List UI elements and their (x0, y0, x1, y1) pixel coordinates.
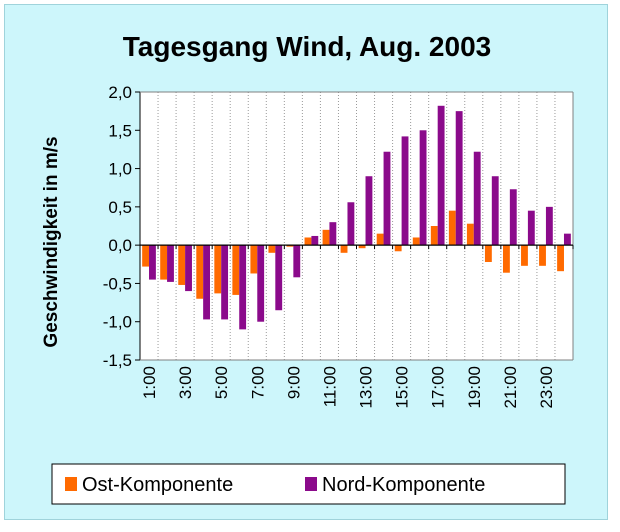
bar-ost-12 (340, 245, 348, 253)
bar-nord-9 (293, 245, 301, 278)
bar-nord-18 (455, 111, 463, 246)
x-tick-label: 3:00 (176, 366, 195, 399)
x-tick-label: 5:00 (212, 366, 231, 399)
x-tick-label: 19:00 (465, 366, 484, 409)
bar-nord-20 (491, 176, 499, 246)
x-tick-label: 7:00 (248, 366, 267, 399)
bar-nord-4 (203, 245, 211, 320)
y-tick-label: 1,0 (108, 160, 132, 179)
bar-nord-11 (329, 222, 337, 246)
x-tick-label: 13:00 (357, 366, 376, 409)
bar-nord-2 (167, 245, 174, 282)
bar-ost-20 (484, 245, 492, 262)
bar-ost-10 (304, 237, 312, 246)
bar-ost-24 (557, 245, 564, 272)
x-tick-label: 1:00 (140, 366, 159, 399)
chart-svg: Tagesgang Wind, Aug. 2003 Geschwindigkei… (41, 31, 574, 505)
x-tick-label: 9:00 (284, 366, 303, 399)
y-tick-label: 0,5 (108, 198, 132, 217)
bar-nord-22 (527, 210, 535, 246)
legend-swatch-ost (65, 477, 77, 491)
bar-nord-5 (221, 245, 229, 320)
bar-ost-11 (322, 229, 330, 246)
bar-nord-15 (401, 136, 409, 246)
bar-nord-12 (347, 202, 355, 246)
bar-ost-21 (502, 245, 510, 273)
bar-ost-1 (142, 245, 150, 267)
bar-ost-16 (412, 237, 420, 246)
x-tick-label: 21:00 (501, 366, 520, 409)
plot-background (140, 92, 573, 360)
bar-nord-14 (383, 151, 391, 246)
y-tick-label: -1,5 (103, 351, 132, 370)
chart-title: Tagesgang Wind, Aug. 2003 (123, 31, 491, 62)
legend: Ost-Komponente Nord-Komponente (51, 463, 566, 505)
plot-area: 2,0 1,5 1,0 0,5 0,0 -0,5 -1,0 -1,5 1:00 3:00 5:00 7… (103, 83, 574, 409)
bar-nord-17 (437, 105, 445, 246)
bar-nord-13 (365, 176, 373, 246)
y-axis-label: Geschwindigkeit in m/s (41, 136, 62, 347)
bar-nord-7 (257, 245, 265, 322)
y-tick-label: -0,5 (103, 274, 132, 293)
bar-ost-23 (539, 245, 546, 266)
legend-entry-nord: Nord-Komponente (322, 474, 485, 496)
bar-nord-21 (509, 189, 517, 246)
bar-ost-22 (521, 245, 528, 266)
legend-entry-ost: Ost-Komponente (82, 474, 233, 496)
bar-nord-19 (473, 151, 481, 246)
bar-nord-24 (563, 233, 571, 246)
bar-ost-6 (232, 245, 240, 295)
x-tick-label: 17:00 (429, 366, 448, 409)
bar-nord-6 (239, 245, 247, 330)
bar-ost-2 (160, 245, 168, 280)
x-tick-label: 23:00 (537, 366, 556, 409)
bar-ost-9 (286, 245, 294, 247)
bar-nord-3 (185, 245, 192, 292)
bar-ost-19 (466, 223, 474, 246)
y-tick-label: 2,0 (108, 83, 132, 102)
bar-ost-4 (196, 245, 204, 299)
bar-ost-7 (250, 245, 258, 274)
bar-ost-5 (214, 245, 222, 294)
bar-nord-10 (311, 235, 319, 246)
y-tick-label: 1,5 (108, 121, 132, 140)
x-tick-label: 15:00 (393, 366, 412, 409)
bar-ost-15 (394, 245, 402, 252)
bar-ost-14 (376, 233, 384, 246)
legend-swatch-nord (305, 477, 317, 491)
bar-nord-8 (275, 245, 283, 311)
chart-frame: Tagesgang Wind, Aug. 2003 Geschwindigkei… (4, 4, 608, 520)
bar-nord-1 (149, 245, 156, 280)
y-tick-label: -1,0 (103, 313, 132, 332)
y-tick-label: 0,0 (108, 236, 132, 255)
bar-ost-3 (178, 245, 186, 285)
bar-nord-16 (419, 130, 427, 246)
bar-ost-13 (358, 245, 366, 249)
bar-nord-23 (545, 206, 553, 246)
bar-ost-8 (268, 245, 276, 253)
bar-ost-18 (448, 210, 456, 246)
bar-ost-17 (430, 226, 438, 246)
x-tick-label: 11:00 (320, 366, 339, 407)
